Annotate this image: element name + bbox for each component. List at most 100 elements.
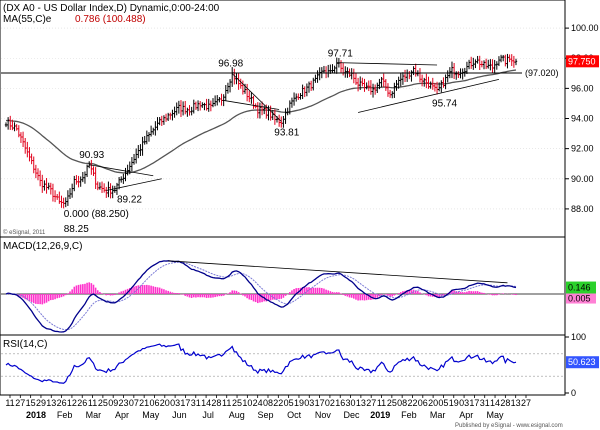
price-annotation: 95.74 bbox=[432, 98, 457, 109]
x-day-label: 13 bbox=[511, 398, 521, 408]
price-panel bbox=[0, 0, 566, 238]
last-price-badge bbox=[566, 55, 599, 68]
x-day-label: 14 bbox=[490, 398, 500, 408]
x-month-label: Dec bbox=[344, 410, 361, 420]
rsi-value-badge bbox=[566, 356, 599, 369]
x-month-label: Apr bbox=[459, 410, 473, 420]
x-month-label: Jun bbox=[172, 410, 187, 420]
x-day-label: 08 bbox=[397, 398, 407, 408]
rsi-value: 50.623 bbox=[568, 357, 596, 367]
copyright-label: © eSignal, 2011 bbox=[3, 229, 46, 236]
x-month-label: 2019 bbox=[370, 410, 390, 420]
x-month-label: Jul bbox=[202, 410, 214, 420]
x-month-label: Feb bbox=[57, 410, 73, 420]
level-label: (97.020) bbox=[525, 68, 559, 78]
x-day-label: 14 bbox=[201, 398, 211, 408]
macd-legend: MACD(12,26,9,C) bbox=[3, 241, 82, 252]
x-day-label: 28 bbox=[211, 398, 221, 408]
x-day-label: 12 bbox=[67, 398, 77, 408]
x-day-label: 27 bbox=[366, 398, 376, 408]
x-day-label: 20 bbox=[160, 398, 170, 408]
x-day-label: 06 bbox=[149, 398, 159, 408]
trendline bbox=[89, 164, 154, 177]
x-day-label: 30 bbox=[346, 398, 356, 408]
rsi-y-tick-label: 100 bbox=[571, 332, 586, 342]
trendline bbox=[223, 100, 280, 110]
x-day-label: 29 bbox=[36, 398, 46, 408]
x-day-label: 28 bbox=[500, 398, 510, 408]
x-day-label: 17 bbox=[180, 398, 190, 408]
x-day-label: 26 bbox=[77, 398, 87, 408]
x-day-label: 05 bbox=[438, 398, 448, 408]
footer-credit: Published by eSignal - www.esignal.com bbox=[455, 423, 563, 429]
x-day-label: 11 bbox=[88, 398, 97, 408]
x-month-label: May bbox=[486, 410, 504, 420]
x-day-label: 06 bbox=[418, 398, 428, 408]
price-annotation: 93.81 bbox=[274, 127, 299, 138]
x-day-label: 15 bbox=[26, 398, 36, 408]
x-day-label: 23 bbox=[119, 398, 129, 408]
x-month-label: Oct bbox=[287, 410, 302, 420]
y-tick-label: 96.00 bbox=[571, 83, 594, 93]
macd-value-badge bbox=[566, 281, 596, 294]
x-day-label: 13 bbox=[356, 398, 366, 408]
price-annotation: 97.71 bbox=[328, 49, 353, 60]
x-day-label: 11 bbox=[377, 398, 386, 408]
x-day-label: 25 bbox=[387, 398, 397, 408]
trendline bbox=[106, 178, 162, 191]
macd-value: 0.146 bbox=[568, 283, 591, 293]
macd-signal-line bbox=[5, 261, 517, 331]
rsi-legend: RSI(14,C) bbox=[3, 339, 47, 350]
x-day-label: 26 bbox=[57, 398, 67, 408]
y-tick-label: 94.00 bbox=[571, 114, 594, 124]
y-tick-label: 92.00 bbox=[571, 144, 594, 154]
rsi-panel bbox=[0, 334, 566, 396]
ma-legend: MA(55,C)e bbox=[3, 14, 52, 25]
x-day-label: 16 bbox=[335, 398, 345, 408]
rsi-y-tick-label: 0 bbox=[571, 388, 576, 398]
trendline bbox=[231, 73, 282, 122]
x-day-label: 03 bbox=[304, 398, 314, 408]
price-annotation: 89.22 bbox=[117, 195, 142, 206]
x-day-label: 25 bbox=[232, 398, 242, 408]
x-month-label: May bbox=[142, 410, 160, 420]
x-day-label: 27 bbox=[521, 398, 531, 408]
x-day-label: 20 bbox=[428, 398, 438, 408]
x-day-label: 27 bbox=[15, 398, 25, 408]
x-day-label: 31 bbox=[191, 398, 201, 408]
x-day-label: 25 bbox=[98, 398, 108, 408]
price-annotation: 88.25 bbox=[64, 224, 89, 235]
chart-title: (DX A0 - US Dollar Index,D) Dynamic,0:00… bbox=[3, 3, 220, 14]
y-tick-label: 88.00 bbox=[571, 204, 594, 214]
price-annotation: 90.93 bbox=[79, 150, 104, 161]
macd-trendline bbox=[168, 260, 508, 284]
x-day-label: 21 bbox=[139, 398, 149, 408]
x-day-label: 17 bbox=[469, 398, 479, 408]
x-day-label: 07 bbox=[129, 398, 139, 408]
x-day-label: 22 bbox=[273, 398, 283, 408]
x-month-label: Aug bbox=[229, 410, 245, 420]
x-day-label: 10 bbox=[242, 398, 252, 408]
x-month-label: Mar bbox=[86, 410, 102, 420]
x-day-label: 08 bbox=[263, 398, 273, 408]
price-annotation: 0.000 (88.250) bbox=[64, 209, 129, 220]
trendline bbox=[358, 78, 500, 113]
signal-value: 0.005 bbox=[568, 294, 591, 304]
trendline bbox=[336, 62, 438, 66]
x-month-label: Apr bbox=[115, 410, 129, 420]
last-price-value: 97.750 bbox=[568, 56, 596, 66]
x-month-label: Nov bbox=[315, 410, 332, 420]
x-day-label: 22 bbox=[407, 398, 417, 408]
x-day-label: 05 bbox=[284, 398, 294, 408]
x-day-label: 02 bbox=[325, 398, 335, 408]
x-day-label: 19 bbox=[449, 398, 459, 408]
x-day-label: 11 bbox=[5, 398, 14, 408]
macd-line bbox=[5, 260, 517, 333]
fib-label: 0.786 (100.488) bbox=[75, 14, 146, 25]
x-month-label: Mar bbox=[430, 410, 446, 420]
x-month-label: 2018 bbox=[26, 410, 46, 420]
x-day-label: 03 bbox=[170, 398, 180, 408]
x-month-label: Feb bbox=[401, 410, 417, 420]
x-day-label: 09 bbox=[108, 398, 118, 408]
